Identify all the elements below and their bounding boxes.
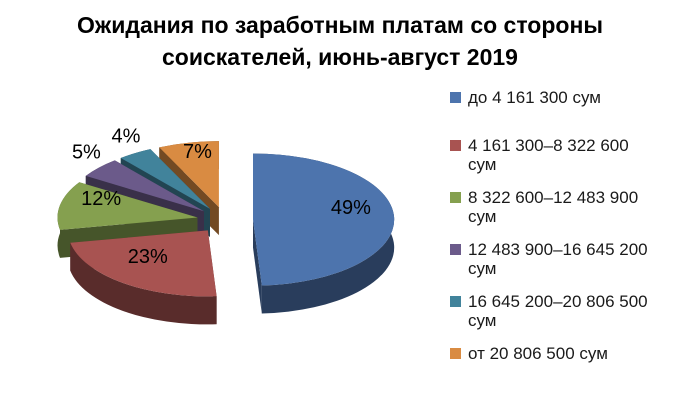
legend-swatch bbox=[450, 347, 461, 359]
legend-label: 4 161 300–8 322 600 сум bbox=[468, 135, 629, 175]
legend-swatch bbox=[450, 243, 461, 255]
pie-slice-top bbox=[85, 160, 204, 212]
pie-slice-top bbox=[253, 153, 395, 286]
legend-swatch bbox=[450, 295, 461, 307]
legend-item: 8 322 600–12 483 900 сум bbox=[450, 188, 655, 227]
pie-slice-top bbox=[57, 182, 198, 230]
chart-title-area: Ожидания по заработным платам со стороны… bbox=[0, 9, 680, 73]
pie-slice-side bbox=[253, 219, 262, 314]
legend-label: до 4 161 300 сум bbox=[468, 88, 601, 107]
pie-slice-top bbox=[70, 230, 217, 297]
legend-item: от 20 806 500 сум bbox=[450, 344, 655, 364]
pie-slice-top bbox=[159, 141, 219, 208]
legend-item: до 4 161 300 сум bbox=[450, 88, 655, 108]
chart-title: Ожидания по заработным платам со стороны… bbox=[77, 12, 603, 71]
legend-label: 12 483 900–16 645 200 сум bbox=[468, 239, 648, 279]
pie-data-label: 5% bbox=[72, 141, 101, 163]
legend-swatch bbox=[450, 92, 461, 103]
pie-data-label: 7% bbox=[183, 141, 212, 163]
pie-data-label: 12% bbox=[81, 188, 121, 210]
legend-item: 16 645 200–20 806 500 сум bbox=[450, 292, 655, 331]
legend-label: от 20 806 500 сум bbox=[468, 343, 608, 363]
pie-slice-side bbox=[70, 242, 217, 325]
legend-item: 12 483 900–16 645 200 сум bbox=[450, 240, 655, 279]
pie-data-label: 4% bbox=[112, 125, 141, 147]
legend-item: 4 161 300–8 322 600 сум bbox=[450, 136, 655, 175]
legend-label: 8 322 600–12 483 900 сум bbox=[468, 187, 639, 227]
pie-data-label: 49% bbox=[331, 197, 371, 219]
legend-swatch bbox=[450, 191, 461, 203]
pie-slice-top bbox=[120, 149, 210, 209]
legend-label: 16 645 200–20 806 500 сум bbox=[468, 291, 648, 331]
pie-data-label: 23% bbox=[128, 246, 168, 268]
legend-swatch bbox=[450, 139, 461, 151]
legend: до 4 161 300 сум 4 161 300–8 322 600 сум 8… bbox=[450, 88, 655, 376]
